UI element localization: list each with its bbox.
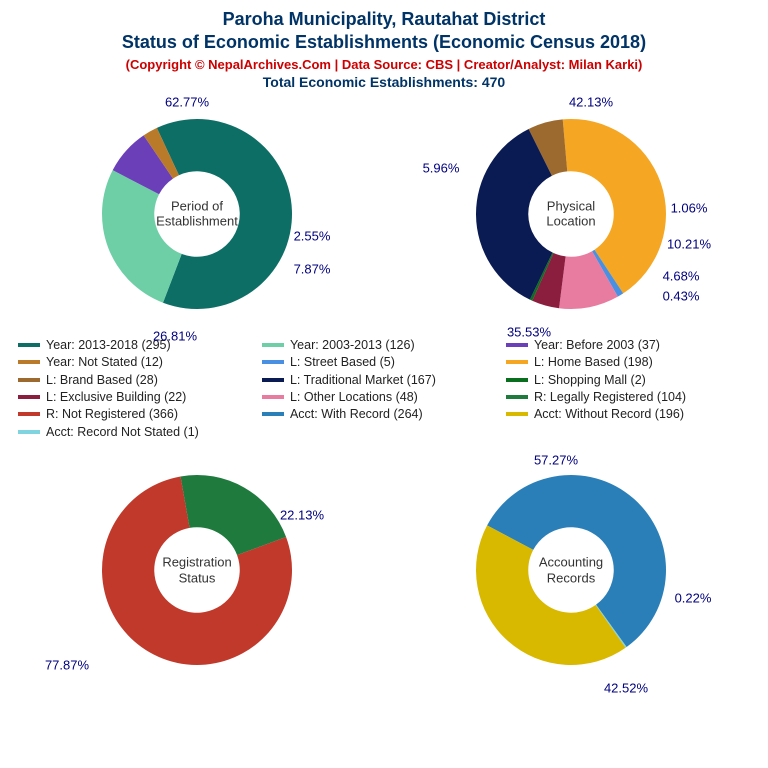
pct-label: 22.13% bbox=[280, 508, 324, 523]
chart-registration: Registration Status 22.13% 77.87% bbox=[17, 450, 377, 690]
legend-text: L: Exclusive Building (22) bbox=[46, 390, 186, 404]
legend-text: R: Not Registered (366) bbox=[46, 407, 178, 421]
legend-swatch bbox=[18, 360, 40, 364]
chart-accounting: Accounting Records57.27%0.22%42.52% bbox=[391, 450, 751, 690]
donut-slice bbox=[102, 170, 182, 303]
chart-period: Period of Establishment62.77%26.81%7.87%… bbox=[17, 94, 377, 334]
pct-label: 35.53% bbox=[507, 324, 551, 339]
legend-item: Acct: With Record (264) bbox=[262, 407, 506, 421]
legend-swatch bbox=[18, 343, 40, 347]
header: Paroha Municipality, Rautahat District S… bbox=[0, 0, 768, 94]
legend-swatch bbox=[262, 412, 284, 416]
pct-label: 4.68% bbox=[663, 268, 700, 283]
legend-item: L: Shopping Mall (2) bbox=[506, 373, 750, 387]
legend-swatch bbox=[262, 360, 284, 364]
pct-label: 77.87% bbox=[45, 658, 89, 673]
legend-swatch bbox=[262, 378, 284, 382]
title-line2: Status of Economic Establishments (Econo… bbox=[0, 31, 768, 54]
legend-text: Year: Before 2003 (37) bbox=[534, 338, 660, 352]
pct-label: 26.81% bbox=[153, 328, 197, 343]
legend-item: R: Legally Registered (104) bbox=[506, 390, 750, 404]
legend-item: Year: 2013-2018 (295) bbox=[18, 338, 262, 352]
legend-item: Year: Before 2003 (37) bbox=[506, 338, 750, 352]
legend-swatch bbox=[18, 395, 40, 399]
legend-swatch bbox=[18, 430, 40, 434]
donut-slice bbox=[476, 525, 626, 665]
legend-item: L: Brand Based (28) bbox=[18, 373, 262, 387]
pct-label: 0.22% bbox=[675, 591, 712, 606]
legend: Year: 2013-2018 (295) Year: 2003-2013 (12… bbox=[0, 334, 768, 450]
legend-item: Acct: Without Record (196) bbox=[506, 407, 750, 421]
donut-center-label: Registration Status bbox=[147, 554, 247, 585]
legend-swatch bbox=[262, 395, 284, 399]
legend-swatch bbox=[506, 412, 528, 416]
pct-label: 57.27% bbox=[534, 453, 578, 468]
legend-text: L: Brand Based (28) bbox=[46, 373, 158, 387]
legend-item: L: Traditional Market (167) bbox=[262, 373, 506, 387]
pct-label: 7.87% bbox=[294, 261, 331, 276]
top-row: Period of Establishment62.77%26.81%7.87%… bbox=[0, 94, 768, 334]
legend-item: L: Other Locations (48) bbox=[262, 390, 506, 404]
legend-text: L: Traditional Market (167) bbox=[290, 373, 436, 387]
legend-text: Year: 2003-2013 (126) bbox=[290, 338, 415, 352]
pct-label: 2.55% bbox=[294, 228, 331, 243]
legend-text: Acct: With Record (264) bbox=[290, 407, 423, 421]
donut-center-label: Accounting Records bbox=[521, 554, 621, 585]
legend-swatch bbox=[506, 343, 528, 347]
pct-label: 5.96% bbox=[423, 160, 460, 175]
legend-swatch bbox=[262, 343, 284, 347]
legend-item: Year: 2003-2013 (126) bbox=[262, 338, 506, 352]
legend-item: Acct: Record Not Stated (1) bbox=[18, 425, 262, 439]
donut-center-label: Physical Location bbox=[521, 198, 621, 229]
total-line: Total Economic Establishments: 470 bbox=[0, 74, 768, 90]
pct-label: 42.52% bbox=[604, 681, 648, 696]
pct-label: 10.21% bbox=[667, 236, 711, 251]
legend-swatch bbox=[506, 395, 528, 399]
legend-swatch bbox=[18, 378, 40, 382]
legend-item: L: Exclusive Building (22) bbox=[18, 390, 262, 404]
legend-item: R: Not Registered (366) bbox=[18, 407, 262, 421]
legend-text: R: Legally Registered (104) bbox=[534, 390, 686, 404]
pct-label: 1.06% bbox=[671, 200, 708, 215]
legend-swatch bbox=[506, 378, 528, 382]
chart-location: Physical Location 42.13% 1.06% 10.21% 4.68% 0… bbox=[391, 94, 751, 334]
legend-text: Acct: Without Record (196) bbox=[534, 407, 684, 421]
legend-swatch bbox=[506, 360, 528, 364]
legend-text: Year: Not Stated (12) bbox=[46, 355, 163, 369]
pct-label: 42.13% bbox=[569, 94, 613, 109]
legend-text: L: Shopping Mall (2) bbox=[534, 373, 646, 387]
legend-item: Year: Not Stated (12) bbox=[18, 355, 262, 369]
pct-label: 0.43% bbox=[663, 288, 700, 303]
legend-text: L: Home Based (198) bbox=[534, 355, 653, 369]
donut-center-label: Period of Establishment bbox=[147, 198, 247, 229]
legend-item: L: Street Based (5) bbox=[262, 355, 506, 369]
legend-text: Year: 2013-2018 (295) bbox=[46, 338, 171, 352]
legend-swatch bbox=[18, 412, 40, 416]
legend-text: L: Other Locations (48) bbox=[290, 390, 418, 404]
copyright-line: (Copyright © NepalArchives.Com | Data So… bbox=[0, 57, 768, 72]
title-line1: Paroha Municipality, Rautahat District bbox=[0, 8, 768, 31]
legend-item: L: Home Based (198) bbox=[506, 355, 750, 369]
legend-text: Acct: Record Not Stated (1) bbox=[46, 425, 199, 439]
legend-text: L: Street Based (5) bbox=[290, 355, 395, 369]
pct-label: 62.77% bbox=[165, 94, 209, 109]
bottom-row: Registration Status 22.13% 77.87% Accounti… bbox=[0, 450, 768, 690]
